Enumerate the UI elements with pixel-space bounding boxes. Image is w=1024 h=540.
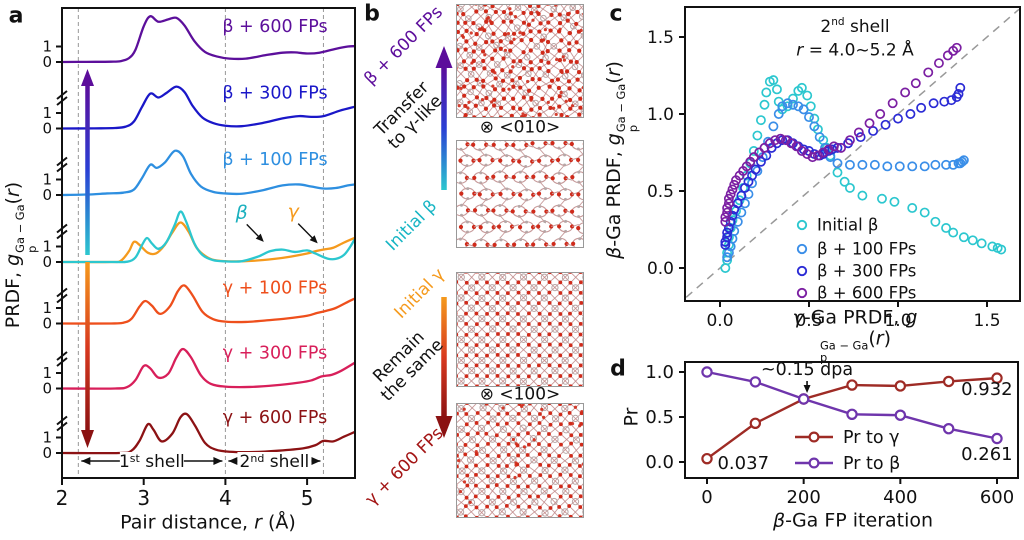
legend-marker — [796, 219, 808, 231]
scatter-series — [720, 42, 962, 227]
shell-label: 2nd​ shell — [240, 452, 310, 472]
curve-label: γ + 600 FPs — [223, 408, 328, 428]
d-annotation-start-value: 0.037 — [717, 452, 770, 474]
x-tick-label: 4 — [219, 486, 232, 510]
legend-marker — [796, 265, 808, 277]
panel-c-title-line2: r = 4.0~5.2 Å — [796, 40, 914, 61]
row-tick-label: 0 — [42, 315, 52, 333]
panel-d-x-axis-label: β-Ga FP iteration — [772, 509, 934, 532]
row-tick-label: 0 — [42, 444, 52, 462]
curve-annotation: β — [235, 201, 248, 223]
x-tick-label: 400 — [883, 487, 917, 508]
prdf-curve — [62, 347, 355, 390]
panel-a-letter: a — [8, 3, 24, 29]
row-tick-label: 0 — [42, 253, 52, 271]
curve-label: β + 100 FPs — [222, 150, 327, 170]
prdf-curve — [62, 85, 355, 130]
legend-marker — [808, 431, 820, 443]
legend-label: Initial β — [817, 216, 878, 235]
row-tick-label: 0 — [42, 380, 52, 398]
d-annotation-beta-value: 0.261 — [961, 443, 1013, 465]
row-tick-label: 1 — [42, 299, 52, 317]
x-tick-label: 0.5 — [795, 311, 822, 331]
row-tick-label: 1 — [42, 238, 52, 256]
x-tick-label: 5 — [301, 486, 314, 510]
panel-c-plot: 0.0 0.5 1.0 1.5 0.0 0.5 1.0 1.5 Initial β β + 100… — [647, 6, 1021, 331]
beta-600fps-structure — [456, 4, 584, 118]
legend-marker — [796, 287, 808, 299]
legend-label: β + 300 FPs — [817, 262, 916, 281]
y-tick-label: 0.0 — [647, 259, 674, 279]
x-tick-label: 600 — [980, 487, 1014, 508]
shell-label: 1st​ shell — [119, 452, 185, 472]
panel-d-letter: d — [610, 356, 626, 382]
y-tick-label: 1.0 — [645, 362, 674, 383]
initial-gamma-structure — [456, 272, 584, 387]
curve-label: β + 600 FPs — [222, 17, 327, 37]
y-tick-label: 1.0 — [647, 105, 674, 125]
panel-c-x-axis-label: γ-Ga PRDF, g Ga − Ga p (r) — [792, 306, 918, 365]
panel-c-title-line1: 2nd shell — [820, 16, 890, 37]
legend-label: Pr to β — [843, 454, 900, 474]
x-tick-label: 1.5 — [973, 311, 1000, 331]
curve-label: γ + 300 FPs — [223, 344, 328, 364]
row-tick-label: 0 — [42, 120, 52, 138]
gamma-600fps-structure — [456, 403, 584, 518]
y-tick-label: 0.5 — [647, 182, 674, 202]
diagonal-guide — [685, 8, 1020, 298]
x-tick-label: 200 — [786, 487, 820, 508]
prdf-curve — [62, 15, 355, 64]
x-tick-label: 0.0 — [706, 311, 733, 331]
line-series — [701, 372, 1003, 465]
y-tick-label: 0.0 — [645, 452, 674, 473]
row-tick-label: 0 — [42, 53, 52, 71]
row-tick-label: 1 — [42, 38, 52, 56]
y-tick-label: 1.5 — [647, 28, 674, 48]
row-tick-label: 1 — [42, 364, 52, 382]
prdf-curve — [62, 284, 355, 325]
x-tick-label: 3 — [137, 486, 150, 510]
prdf-curve — [62, 149, 355, 197]
panel-c-y-axis-label: β-Ga PRDF, g Ga − Ga p (r) — [602, 61, 641, 259]
panel-c-letter: c — [609, 1, 623, 27]
panel-b-letter: b — [364, 1, 380, 27]
x-tick-label: 2 — [56, 486, 69, 510]
panel-a-y-axis-label: PRDF, g Ga − Ga p (r) — [1, 181, 40, 329]
x-tick-label: 0 — [701, 487, 712, 508]
y-tick-label: 0.5 — [645, 407, 674, 428]
panel-d-y-axis-label: Pr — [620, 407, 643, 427]
legend-label: β + 100 FPs — [817, 240, 916, 259]
curve-label: γ + 100 FPs — [223, 279, 328, 299]
b-caption-100: ⊗ <100> — [479, 384, 561, 405]
panel-d-plot: 0 200 400 600 0.0 0.5 1.0 Pr to γ Pr to β — [645, 361, 1019, 508]
row-tick-label: 1 — [42, 429, 52, 447]
d-annotation-dpa: ~0.15 dpa — [760, 360, 854, 381]
prdf-curve — [62, 412, 355, 455]
prdf-curve — [62, 221, 355, 264]
x-tick-label: 1.0 — [884, 311, 911, 331]
legend-marker — [808, 457, 820, 469]
d-annotation-gamma-value: 0.932 — [961, 378, 1013, 400]
prdf-curve — [62, 210, 355, 264]
panel-b-structures — [435, 4, 584, 518]
row-tick-label: 1 — [42, 171, 52, 189]
legend-label: Pr to γ — [843, 428, 900, 448]
legend-marker — [796, 243, 808, 255]
initial-beta-structure — [456, 140, 584, 248]
panel-a-x-axis-label: Pair distance, r (Å) — [120, 511, 296, 534]
curve-label: β + 300 FPs — [222, 84, 327, 104]
legend-label: β + 600 FPs — [817, 284, 916, 303]
b-caption-010: ⊗ <010> — [479, 117, 561, 138]
line-series — [701, 366, 1003, 445]
scatter-series — [720, 75, 1007, 273]
row-tick-label: 1 — [42, 104, 52, 122]
row-tick-label: 0 — [42, 186, 52, 204]
curve-annotation: γ — [288, 201, 301, 223]
